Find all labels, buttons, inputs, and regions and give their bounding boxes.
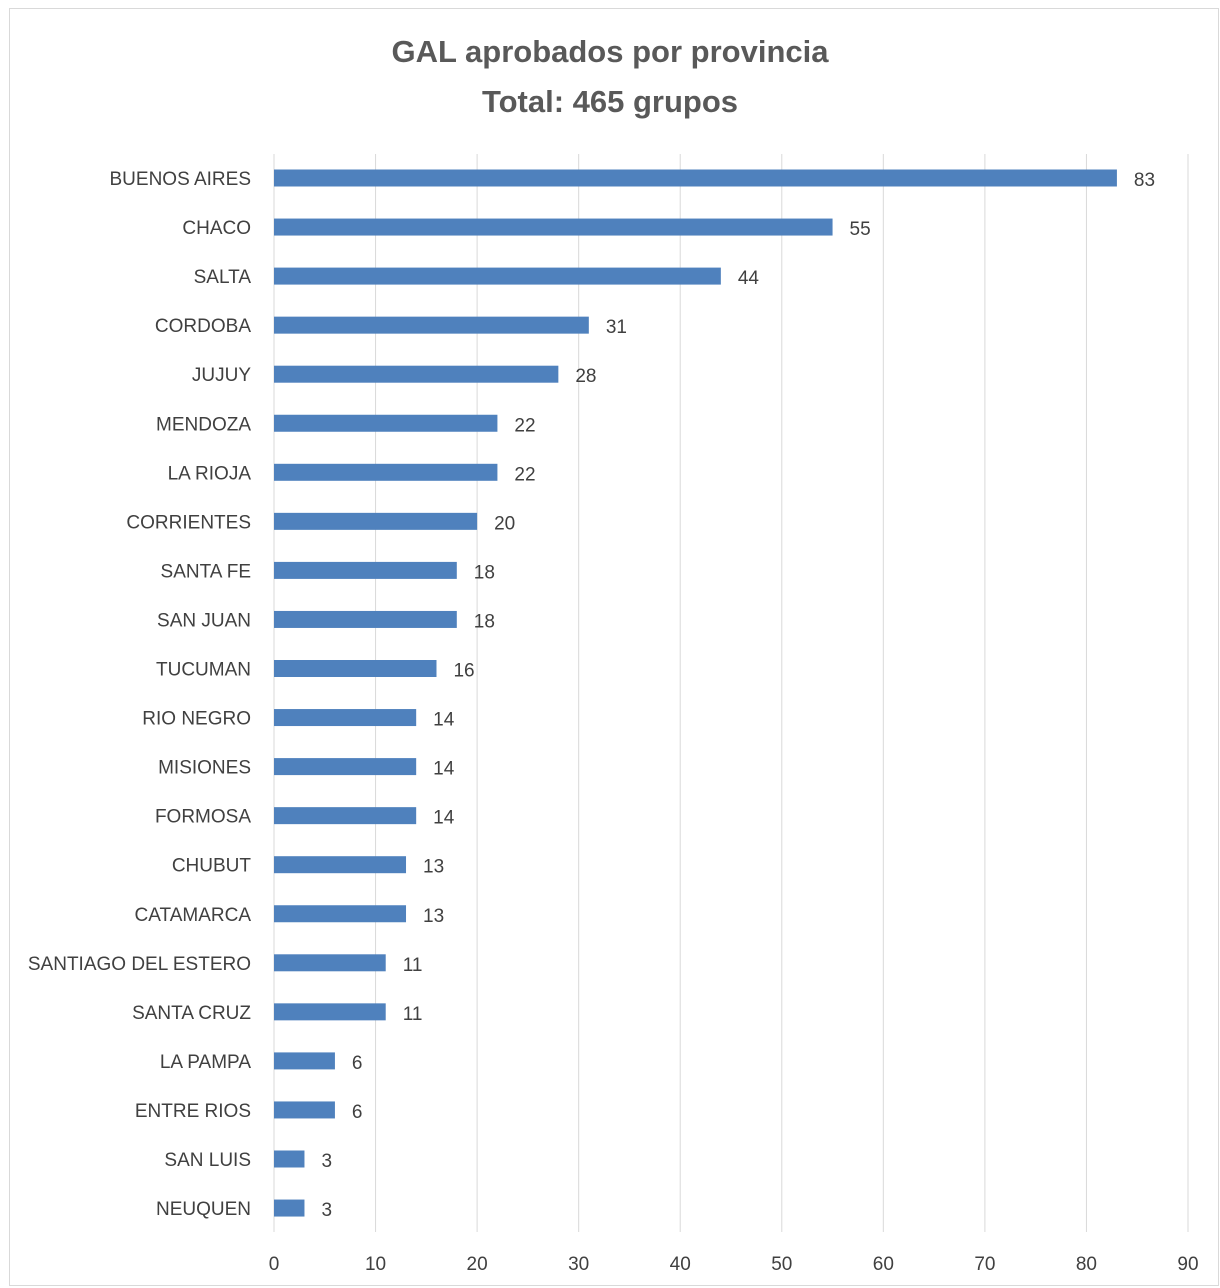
- data-label: 3: [321, 1151, 332, 1172]
- x-tick-label: 50: [771, 1254, 792, 1275]
- data-label: 14: [433, 759, 455, 780]
- data-label: 20: [494, 513, 515, 534]
- x-tick-label: 80: [1076, 1254, 1097, 1275]
- category-label: MISIONES: [158, 758, 251, 779]
- category-label: CATAMARCA: [135, 905, 252, 926]
- bar: [274, 758, 417, 776]
- category-label: SANTA FE: [161, 561, 251, 582]
- category-label: SANTA CRUZ: [132, 1003, 251, 1024]
- bar: [274, 561, 457, 579]
- data-label: 55: [850, 219, 871, 240]
- category-label: CORDOBA: [155, 316, 251, 337]
- data-label: 6: [352, 1053, 363, 1074]
- category-label: CHACO: [182, 218, 251, 239]
- category-label: CHUBUT: [172, 856, 252, 877]
- x-tick-label: 20: [467, 1254, 488, 1275]
- data-label: 6: [352, 1102, 363, 1123]
- data-label: 18: [474, 611, 495, 632]
- bar: [274, 414, 498, 432]
- bar: [274, 169, 1117, 187]
- bar: [274, 1199, 305, 1217]
- data-label: 16: [453, 661, 474, 682]
- x-tick-label: 40: [670, 1254, 691, 1275]
- bar: [274, 905, 407, 923]
- x-tick-label: 10: [365, 1254, 386, 1275]
- bar: [274, 463, 498, 481]
- category-label: JUJUY: [192, 365, 251, 386]
- category-label: LA PAMPA: [160, 1052, 251, 1073]
- data-label: 11: [403, 955, 423, 976]
- category-label: CORRIENTES: [126, 512, 251, 533]
- x-tick-label: 70: [974, 1254, 995, 1275]
- category-label: TUCUMAN: [156, 660, 251, 681]
- bar: [274, 316, 589, 334]
- data-label: 44: [738, 268, 760, 289]
- bar: [274, 512, 478, 530]
- x-tick-label: 90: [1177, 1254, 1198, 1275]
- bar: [274, 660, 437, 677]
- category-label: BUENOS AIRES: [110, 169, 252, 190]
- bar: [274, 709, 417, 727]
- category-label: RIO NEGRO: [142, 709, 251, 730]
- bar: [274, 610, 457, 628]
- category-label: SALTA: [194, 267, 252, 288]
- chart-title: GAL aprobados por provincia: [391, 34, 829, 69]
- category-label: NEUQUEN: [156, 1199, 251, 1220]
- data-label: 11: [403, 1004, 423, 1025]
- data-label: 31: [606, 317, 627, 338]
- bar: [274, 954, 386, 972]
- bar: [274, 1150, 305, 1168]
- category-label: SAN LUIS: [164, 1150, 251, 1171]
- data-label: 13: [423, 857, 444, 878]
- category-label: ENTRE RIOS: [135, 1101, 251, 1122]
- data-label: 3: [321, 1200, 332, 1221]
- bar: [274, 1003, 386, 1021]
- bar: [274, 856, 407, 874]
- x-tick-label: 30: [568, 1254, 589, 1275]
- bar: [274, 1101, 335, 1119]
- bar: [274, 807, 417, 825]
- bar: [274, 218, 833, 236]
- category-label: SAN JUAN: [157, 610, 251, 631]
- data-label: 83: [1134, 170, 1155, 191]
- bar: [274, 365, 559, 383]
- data-label: 18: [474, 562, 495, 583]
- category-label: FORMOSA: [155, 807, 251, 828]
- data-label: 28: [575, 366, 596, 387]
- category-label: SANTIAGO DEL ESTERO: [28, 954, 251, 975]
- category-label: LA RIOJA: [168, 463, 252, 484]
- data-label: 14: [433, 710, 455, 731]
- category-label: MENDOZA: [156, 414, 251, 435]
- bar: [274, 267, 721, 285]
- data-label: 22: [514, 415, 535, 436]
- x-tick-label: 0: [269, 1254, 280, 1275]
- bar: [274, 1052, 335, 1070]
- data-label: 22: [514, 464, 535, 485]
- x-tick-label: 60: [873, 1254, 894, 1275]
- chart-subtitle: Total: 465 grupos: [481, 84, 739, 119]
- data-label: 14: [433, 808, 455, 829]
- data-label: 13: [423, 906, 444, 927]
